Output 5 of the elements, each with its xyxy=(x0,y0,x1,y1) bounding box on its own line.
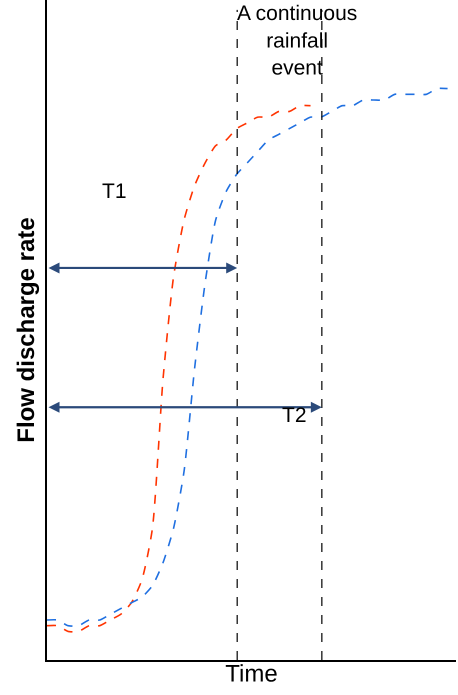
annotation: T1 xyxy=(102,180,127,203)
text: A continuous rainfall event xyxy=(237,2,358,80)
annotation: T2 xyxy=(282,404,307,427)
x-axis-title: Time xyxy=(225,660,278,688)
y-axis-title: Flow discharge rate xyxy=(12,217,40,443)
